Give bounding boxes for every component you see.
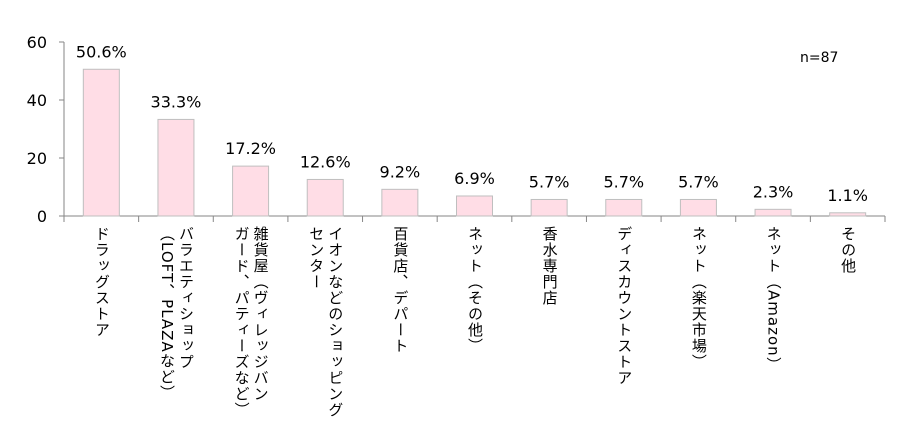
- bar: [605, 198, 643, 217]
- data-label: 33.3%: [151, 92, 202, 111]
- data-label: 1.1%: [827, 186, 868, 205]
- y-tick-label: 60: [27, 33, 47, 52]
- data-label: 6.9%: [454, 169, 495, 188]
- category-label: ネット（その他）: [466, 226, 484, 354]
- data-label: 12.6%: [300, 152, 351, 171]
- category-label: 雑貨屋（ヴィレッジバン ガード、パティーズなど）: [232, 226, 270, 418]
- bar: [82, 68, 120, 217]
- bar: [829, 212, 867, 217]
- category-label: バラエティショップ （LOFT、PLAZAなど）: [157, 226, 195, 401]
- bar: [232, 165, 270, 217]
- data-label: 5.7%: [603, 172, 644, 191]
- category-label: ネット（Amazon）: [764, 226, 783, 373]
- bar: [381, 188, 419, 217]
- y-tick-label: 20: [27, 149, 47, 168]
- data-label: 9.2%: [380, 162, 421, 181]
- data-label: 17.2%: [225, 139, 276, 158]
- data-label: 50.6%: [76, 42, 127, 61]
- category-label: ドラッグストア: [92, 226, 111, 338]
- bar: [530, 198, 568, 217]
- category-label: 百貨店、デパート: [391, 226, 410, 354]
- bar: [679, 198, 717, 217]
- data-label: 5.7%: [529, 172, 570, 191]
- data-label: 2.3%: [753, 182, 794, 201]
- y-tick-label: 40: [27, 91, 47, 110]
- category-label: 香水専門店: [540, 226, 559, 306]
- bar: [456, 195, 493, 217]
- bar: [157, 118, 195, 217]
- bar: [754, 208, 792, 217]
- category-label: ディスカウントストア: [615, 226, 634, 386]
- data-label: 5.7%: [678, 172, 719, 191]
- category-label: イオンなどのショッピング センター: [307, 226, 345, 418]
- category-label: その他: [839, 226, 858, 274]
- sample-size-annotation: n=87: [800, 50, 839, 66]
- bar: [306, 178, 344, 217]
- category-label: ネット（楽天市場）: [689, 226, 708, 370]
- y-tick-label: 0: [37, 207, 47, 226]
